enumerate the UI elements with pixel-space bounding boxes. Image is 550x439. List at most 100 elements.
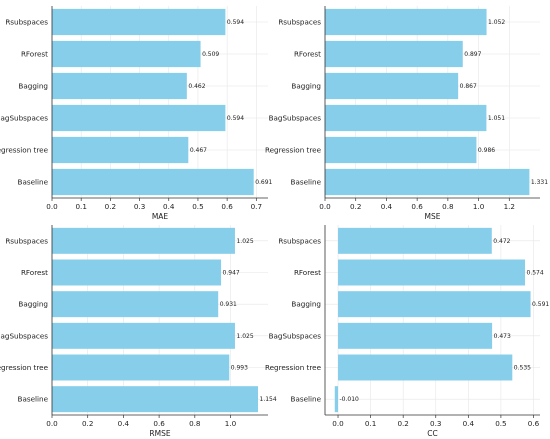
value-label: 0.462 — [188, 83, 205, 90]
category-label: RForest — [294, 50, 321, 59]
bar — [338, 354, 513, 381]
category-label: Baseline — [18, 178, 49, 187]
category-label: Bagging — [18, 300, 48, 309]
value-label: 0.867 — [460, 83, 477, 90]
category-label: Bagging — [18, 82, 48, 91]
value-label: 1.154 — [260, 396, 277, 403]
category-label: RForest — [21, 268, 48, 277]
bar — [52, 291, 219, 318]
x-tick-label: 0.6 — [411, 202, 423, 211]
value-label: 0.591 — [532, 301, 549, 308]
x-tick-label: 0.2 — [82, 419, 93, 428]
x-tick-label: 0.2 — [350, 202, 361, 211]
value-label: 0.993 — [231, 365, 248, 372]
x-axis-title: MAE — [152, 212, 169, 221]
bar — [52, 136, 189, 164]
value-label: 0.986 — [478, 147, 495, 154]
bar — [334, 386, 339, 413]
x-tick-label: 0.6 — [221, 202, 233, 211]
subplot-rmse: Rsubspaces 1.025 RForest 0.947 Bagging 0.931 B… — [0, 225, 277, 438]
category-label: Rsubspaces — [278, 236, 321, 245]
category-label: Bagging — [291, 82, 321, 91]
bar — [52, 40, 201, 68]
category-label: Regression tree — [265, 363, 322, 372]
bar — [52, 354, 230, 381]
category-label: Bagging — [291, 300, 321, 309]
x-tick-label: 0.1 — [365, 419, 376, 428]
category-label: Baseline — [291, 395, 322, 404]
category-label: BagSubspaces — [0, 331, 48, 340]
x-tick-label: 0.3 — [430, 419, 441, 428]
bar — [52, 168, 254, 196]
value-label: 0.947 — [223, 270, 240, 277]
x-tick-label: 0.2 — [105, 202, 116, 211]
value-label: 0.594 — [227, 19, 244, 26]
subplot-mse: Rsubspaces 1.052 RForest 0.897 Bagging 0.867 B… — [265, 6, 548, 221]
bar — [338, 259, 526, 286]
x-tick-label: 0.8 — [189, 419, 201, 428]
category-label: Baseline — [18, 395, 49, 404]
bar — [338, 322, 493, 349]
bar — [338, 227, 492, 254]
x-tick-label: 0.0 — [46, 202, 58, 211]
value-label: 0.691 — [255, 179, 272, 186]
bar — [325, 40, 463, 68]
category-label: BagSubspaces — [269, 331, 322, 340]
value-label: 1.052 — [488, 19, 505, 26]
category-label: RForest — [294, 268, 321, 277]
x-tick-label: 1.2 — [504, 202, 515, 211]
bar — [325, 168, 530, 196]
value-label: 0.509 — [202, 51, 219, 58]
x-tick-label: 0.0 — [319, 202, 331, 211]
x-tick-label: 0.0 — [332, 419, 344, 428]
bar — [52, 8, 226, 36]
value-label: 0.594 — [227, 115, 244, 122]
x-tick-label: 0.4 — [463, 419, 475, 428]
bar — [325, 72, 459, 100]
x-tick-label: 0.1 — [75, 202, 86, 211]
value-label: 0.535 — [514, 365, 531, 372]
value-label: 1.051 — [488, 115, 505, 122]
value-label: 0.472 — [493, 238, 510, 245]
bar — [52, 259, 222, 286]
x-axis-title: RMSE — [149, 429, 170, 438]
bar — [52, 104, 226, 132]
x-tick-label: 0.8 — [442, 202, 454, 211]
bar — [52, 386, 259, 413]
x-tick-label: 0.4 — [163, 202, 175, 211]
value-label: 0.467 — [190, 147, 207, 154]
bar — [52, 227, 235, 254]
bar — [52, 72, 187, 100]
category-label: Regression tree — [0, 363, 49, 372]
value-label: -0.010 — [340, 396, 360, 403]
category-label: Rsubspaces — [5, 18, 48, 27]
x-axis-title: CC — [427, 429, 437, 438]
x-tick-label: 1.0 — [473, 202, 485, 211]
bar — [325, 104, 487, 132]
bar — [52, 322, 235, 349]
subplot-cc: Rsubspaces 0.472 RForest 0.574 Bagging 0.591 B… — [265, 225, 549, 438]
x-tick-label: 0.6 — [528, 419, 540, 428]
value-label: 0.897 — [464, 51, 481, 58]
x-tick-label: 0.4 — [381, 202, 393, 211]
x-tick-label: 0.3 — [134, 202, 145, 211]
category-label: Rsubspaces — [5, 236, 48, 245]
category-label: Baseline — [291, 178, 322, 187]
x-tick-label: 0.2 — [397, 419, 408, 428]
x-tick-label: 0.7 — [251, 202, 262, 211]
category-label: BagSubspaces — [269, 114, 322, 123]
value-label: 1.025 — [236, 238, 253, 245]
x-tick-label: 1.0 — [225, 419, 237, 428]
category-label: BagSubspaces — [0, 114, 48, 123]
value-label: 1.025 — [236, 333, 253, 340]
x-axis-title: MSE — [425, 212, 441, 221]
x-tick-label: 0.0 — [46, 419, 58, 428]
value-label: 1.331 — [531, 179, 548, 186]
category-label: Regression tree — [265, 146, 322, 155]
x-tick-label: 0.6 — [153, 419, 165, 428]
bar — [338, 291, 531, 318]
value-label: 0.574 — [527, 270, 544, 277]
category-label: RForest — [21, 50, 48, 59]
subplot-mae: Rsubspaces 0.594 RForest 0.509 Bagging 0.462 B… — [0, 6, 273, 221]
